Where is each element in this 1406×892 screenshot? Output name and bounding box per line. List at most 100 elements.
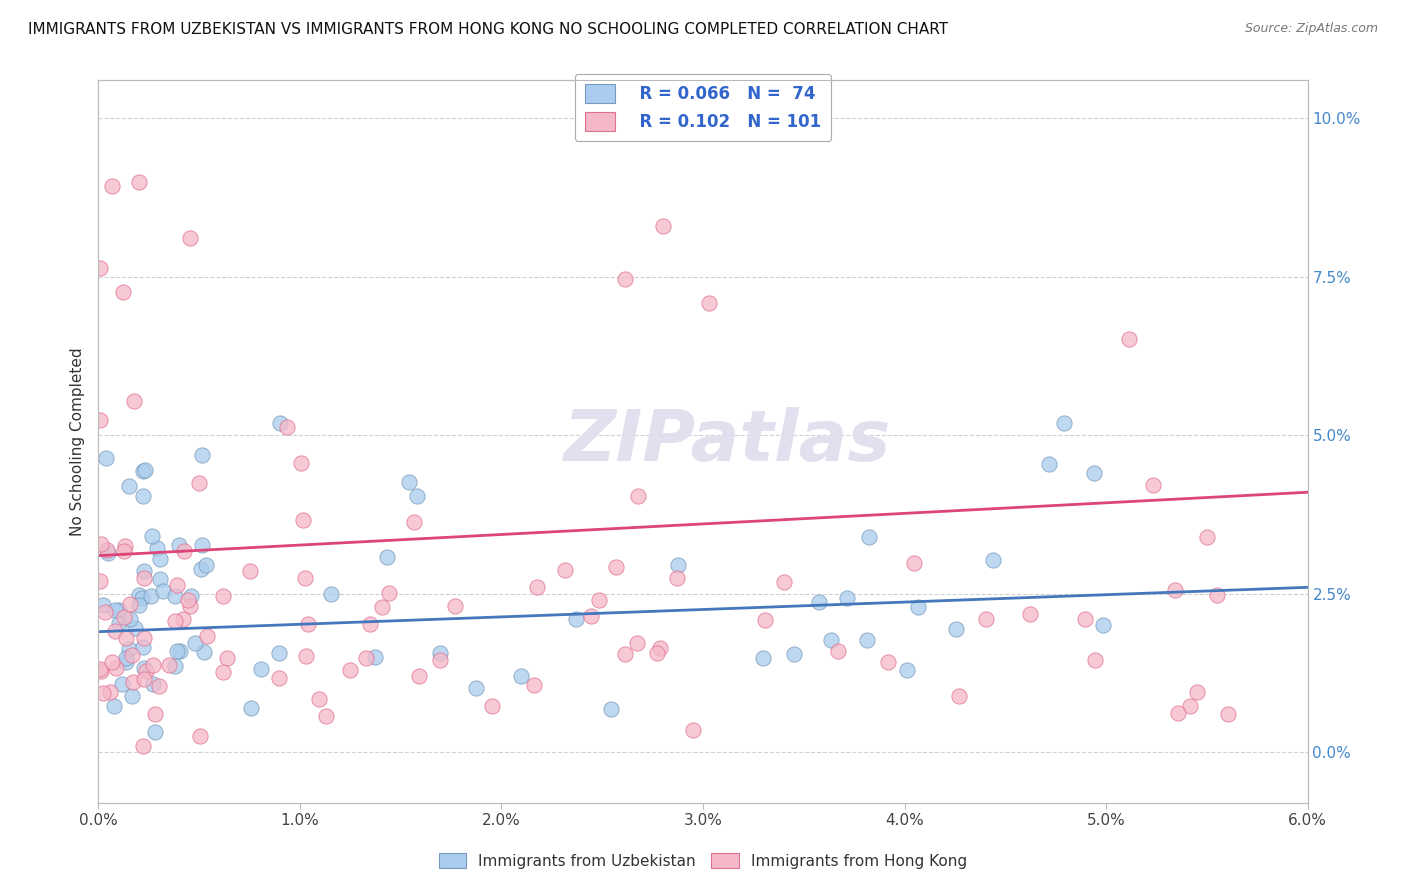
Point: [297, 617, 319, 632]
Point: [108, 615, 131, 630]
Point: [104, 603, 127, 617]
Point: [134, 631, 156, 645]
Point: [339, 664, 361, 678]
Point: [1083, 467, 1105, 481]
Point: [112, 544, 135, 558]
Point: [157, 657, 180, 672]
Point: [1038, 458, 1060, 472]
Point: [371, 600, 394, 615]
Point: [976, 612, 998, 626]
Point: [152, 584, 174, 599]
Point: [858, 530, 880, 544]
Point: [903, 556, 925, 570]
Point: [1053, 416, 1076, 430]
Point: [564, 612, 586, 626]
Point: [132, 571, 155, 585]
Point: [876, 655, 898, 669]
Point: [122, 393, 145, 408]
Point: [651, 219, 673, 233]
Point: [114, 540, 136, 554]
Point: [276, 419, 298, 434]
Point: [132, 739, 155, 753]
Point: [754, 613, 776, 627]
Point: [118, 597, 141, 611]
Point: [835, 591, 858, 606]
Point: [163, 659, 186, 673]
Point: [808, 594, 831, 608]
Point: [89, 574, 111, 588]
Point: [613, 272, 636, 286]
Point: [101, 655, 124, 669]
Point: [1206, 588, 1229, 602]
Point: [896, 663, 918, 677]
Point: [1118, 332, 1140, 346]
Point: [89, 413, 111, 427]
Point: [364, 649, 387, 664]
Point: [111, 677, 134, 691]
Point: [948, 689, 970, 703]
Point: [121, 648, 143, 662]
Point: [190, 538, 212, 552]
Point: [112, 609, 135, 624]
Point: [188, 730, 211, 744]
Point: [1142, 477, 1164, 491]
Point: [97, 546, 120, 560]
Point: [193, 645, 215, 659]
Point: [945, 622, 967, 636]
Point: [131, 591, 153, 606]
Point: [526, 580, 548, 594]
Point: [1185, 685, 1208, 699]
Point: [132, 464, 155, 478]
Point: [98, 684, 121, 698]
Point: [90, 664, 112, 678]
Point: [135, 664, 157, 678]
Point: [90, 536, 112, 550]
Point: [132, 661, 155, 675]
Point: [141, 589, 163, 603]
Point: [166, 644, 188, 658]
Point: [1084, 652, 1107, 666]
Point: [115, 656, 138, 670]
Point: [169, 644, 191, 658]
Point: [197, 629, 219, 643]
Point: [249, 662, 271, 676]
Point: [1091, 617, 1114, 632]
Point: [481, 699, 503, 714]
Point: [1216, 706, 1239, 721]
Point: [117, 479, 139, 493]
Point: [146, 541, 169, 555]
Point: [179, 230, 201, 244]
Point: [579, 608, 602, 623]
Point: [650, 640, 672, 655]
Point: [114, 632, 136, 646]
Point: [124, 621, 146, 635]
Point: [96, 451, 118, 466]
Point: [143, 725, 166, 739]
Point: [143, 707, 166, 722]
Point: [267, 647, 290, 661]
Point: [134, 463, 156, 477]
Point: [132, 672, 155, 686]
Point: [128, 598, 150, 612]
Point: [190, 562, 212, 576]
Point: [682, 723, 704, 738]
Point: [588, 593, 610, 607]
Point: [128, 175, 150, 189]
Point: [142, 677, 165, 691]
Point: [173, 543, 195, 558]
Point: [128, 588, 150, 602]
Point: [165, 614, 187, 628]
Point: [614, 648, 637, 662]
Point: [212, 665, 235, 680]
Point: [308, 692, 330, 706]
Point: [773, 575, 796, 590]
Point: [148, 572, 170, 586]
Point: [408, 669, 430, 683]
Point: [645, 646, 668, 660]
Point: [108, 602, 131, 616]
Point: [523, 678, 546, 692]
Point: [1163, 582, 1185, 597]
Point: [465, 681, 488, 695]
Point: [1178, 698, 1201, 713]
Point: [176, 593, 198, 607]
